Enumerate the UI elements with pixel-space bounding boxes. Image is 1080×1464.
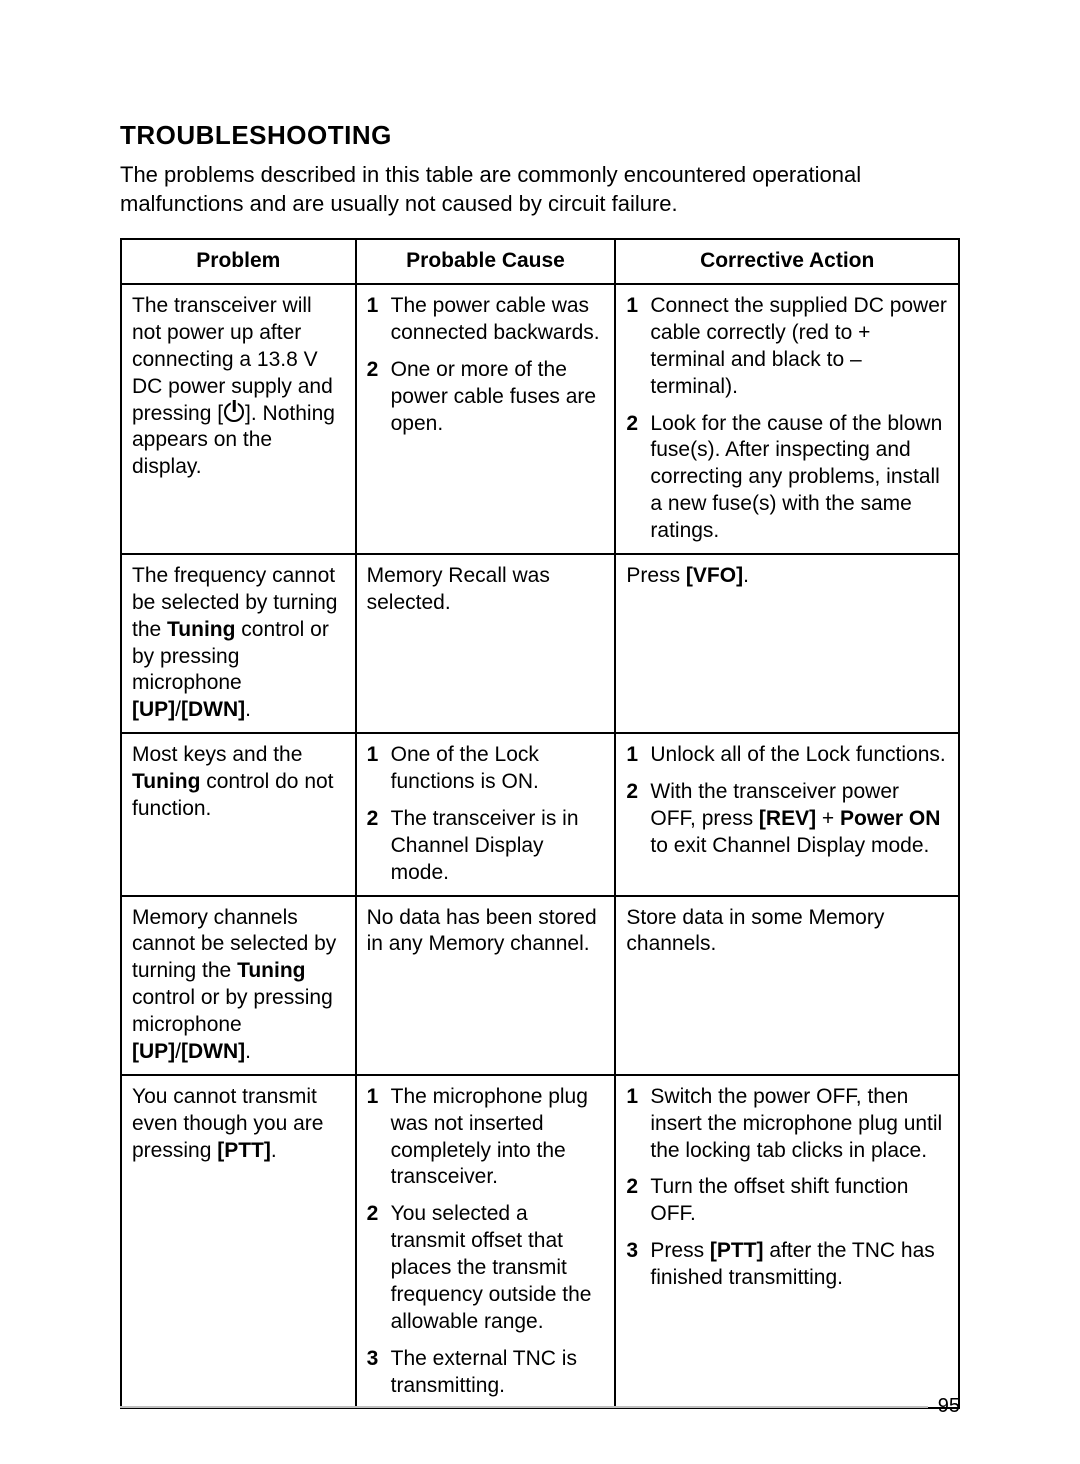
cell-action: Press [VFO]. xyxy=(615,554,959,733)
list-item: 1Unlock all of the Lock functions. xyxy=(626,742,948,769)
table-row: The frequency cannot be selected by turn… xyxy=(121,554,959,733)
cell-cause: Memory Recall was selected. xyxy=(356,554,616,733)
list-text: Turn the offset shift function OFF. xyxy=(650,1174,948,1228)
list-item: 1The power cable was connected backwards… xyxy=(367,293,605,347)
list-number: 3 xyxy=(367,1346,391,1400)
header-problem: Problem xyxy=(121,239,356,284)
list-number: 1 xyxy=(367,1084,391,1192)
cell-cause: No data has been stored in any Memory ch… xyxy=(356,896,616,1075)
table-row: Memory channels cannot be selected by tu… xyxy=(121,896,959,1075)
list-item: 2Look for the cause of the blown fuse(s)… xyxy=(626,411,948,545)
list-text: The transceiver is in Channel Display mo… xyxy=(391,806,605,887)
list-item: 1Switch the power OFF, then insert the m… xyxy=(626,1084,948,1165)
list-item: 1One of the Lock functions is ON. xyxy=(367,742,605,796)
list-text: Unlock all of the Lock functions. xyxy=(650,742,948,769)
list-number: 3 xyxy=(626,1238,650,1292)
header-action: Corrective Action xyxy=(615,239,959,284)
list-text: You selected a transmit offset that plac… xyxy=(391,1201,605,1335)
list-number: 1 xyxy=(626,1084,650,1165)
cell-cause: 1The microphone plug was not inserted co… xyxy=(356,1075,616,1409)
cell-problem: You cannot transmit even though you are … xyxy=(121,1075,356,1409)
list-item: 2You selected a transmit offset that pla… xyxy=(367,1201,605,1335)
cell-cause: 1The power cable was connected backwards… xyxy=(356,284,616,554)
cell-problem: The frequency cannot be selected by turn… xyxy=(121,554,356,733)
list-text: Switch the power OFF, then insert the mi… xyxy=(650,1084,948,1165)
cell-action: 1Connect the supplied DC power cable cor… xyxy=(615,284,959,554)
list-number: 2 xyxy=(367,1201,391,1335)
list-text: The power cable was connected backwards. xyxy=(391,293,605,347)
list-text: With the transceiver power OFF, press [R… xyxy=(650,779,948,860)
list-number: 2 xyxy=(367,806,391,887)
list-text: The external TNC is transmitting. xyxy=(391,1346,605,1400)
list-text: The microphone plug was not inserted com… xyxy=(391,1084,605,1192)
list-item: 2The transceiver is in Channel Display m… xyxy=(367,806,605,887)
cell-problem: Most keys and the Tuning control do not … xyxy=(121,733,356,895)
cell-action: Store data in some Memory channels. xyxy=(615,896,959,1075)
page-footer: 95 xyxy=(120,1395,960,1418)
header-cause: Probable Cause xyxy=(356,239,616,284)
troubleshooting-table: Problem Probable Cause Corrective Action… xyxy=(120,238,960,1409)
page-title: TROUBLESHOOTING xyxy=(120,120,960,151)
footer-rule xyxy=(120,1406,928,1408)
cell-cause: 1One of the Lock functions is ON. 2The t… xyxy=(356,733,616,895)
list-text: Look for the cause of the blown fuse(s).… xyxy=(650,411,948,545)
list-text: Connect the supplied DC power cable corr… xyxy=(650,293,948,401)
list-item: 2Turn the offset shift function OFF. xyxy=(626,1174,948,1228)
document-page: TROUBLESHOOTING The problems described i… xyxy=(0,0,1080,1464)
list-text: One or more of the power cable fuses are… xyxy=(391,357,605,438)
list-number: 2 xyxy=(626,1174,650,1228)
list-number: 2 xyxy=(626,779,650,860)
list-text: Press [PTT] after the TNC has finished t… xyxy=(650,1238,948,1292)
list-item: 3The external TNC is transmitting. xyxy=(367,1346,605,1400)
list-number: 1 xyxy=(367,742,391,796)
list-item: 3Press [PTT] after the TNC has finished … xyxy=(626,1238,948,1292)
table-row: The transceiver will not power up after … xyxy=(121,284,959,554)
cell-problem: Memory channels cannot be selected by tu… xyxy=(121,896,356,1075)
page-number: 95 xyxy=(938,1395,960,1418)
list-text: One of the Lock functions is ON. xyxy=(391,742,605,796)
table-header-row: Problem Probable Cause Corrective Action xyxy=(121,239,959,284)
power-icon xyxy=(224,402,244,422)
list-number: 1 xyxy=(367,293,391,347)
list-number: 1 xyxy=(626,742,650,769)
table-row: Most keys and the Tuning control do not … xyxy=(121,733,959,895)
list-item: 2One or more of the power cable fuses ar… xyxy=(367,357,605,438)
list-item: 1The microphone plug was not inserted co… xyxy=(367,1084,605,1192)
list-item: 2With the transceiver power OFF, press [… xyxy=(626,779,948,860)
cell-problem: The transceiver will not power up after … xyxy=(121,284,356,554)
list-number: 2 xyxy=(367,357,391,438)
list-item: 1Connect the supplied DC power cable cor… xyxy=(626,293,948,401)
cell-action: 1Switch the power OFF, then insert the m… xyxy=(615,1075,959,1409)
intro-paragraph: The problems described in this table are… xyxy=(120,161,960,218)
list-number: 1 xyxy=(626,293,650,401)
list-number: 2 xyxy=(626,411,650,545)
cell-action: 1Unlock all of the Lock functions. 2With… xyxy=(615,733,959,895)
table-row: You cannot transmit even though you are … xyxy=(121,1075,959,1409)
